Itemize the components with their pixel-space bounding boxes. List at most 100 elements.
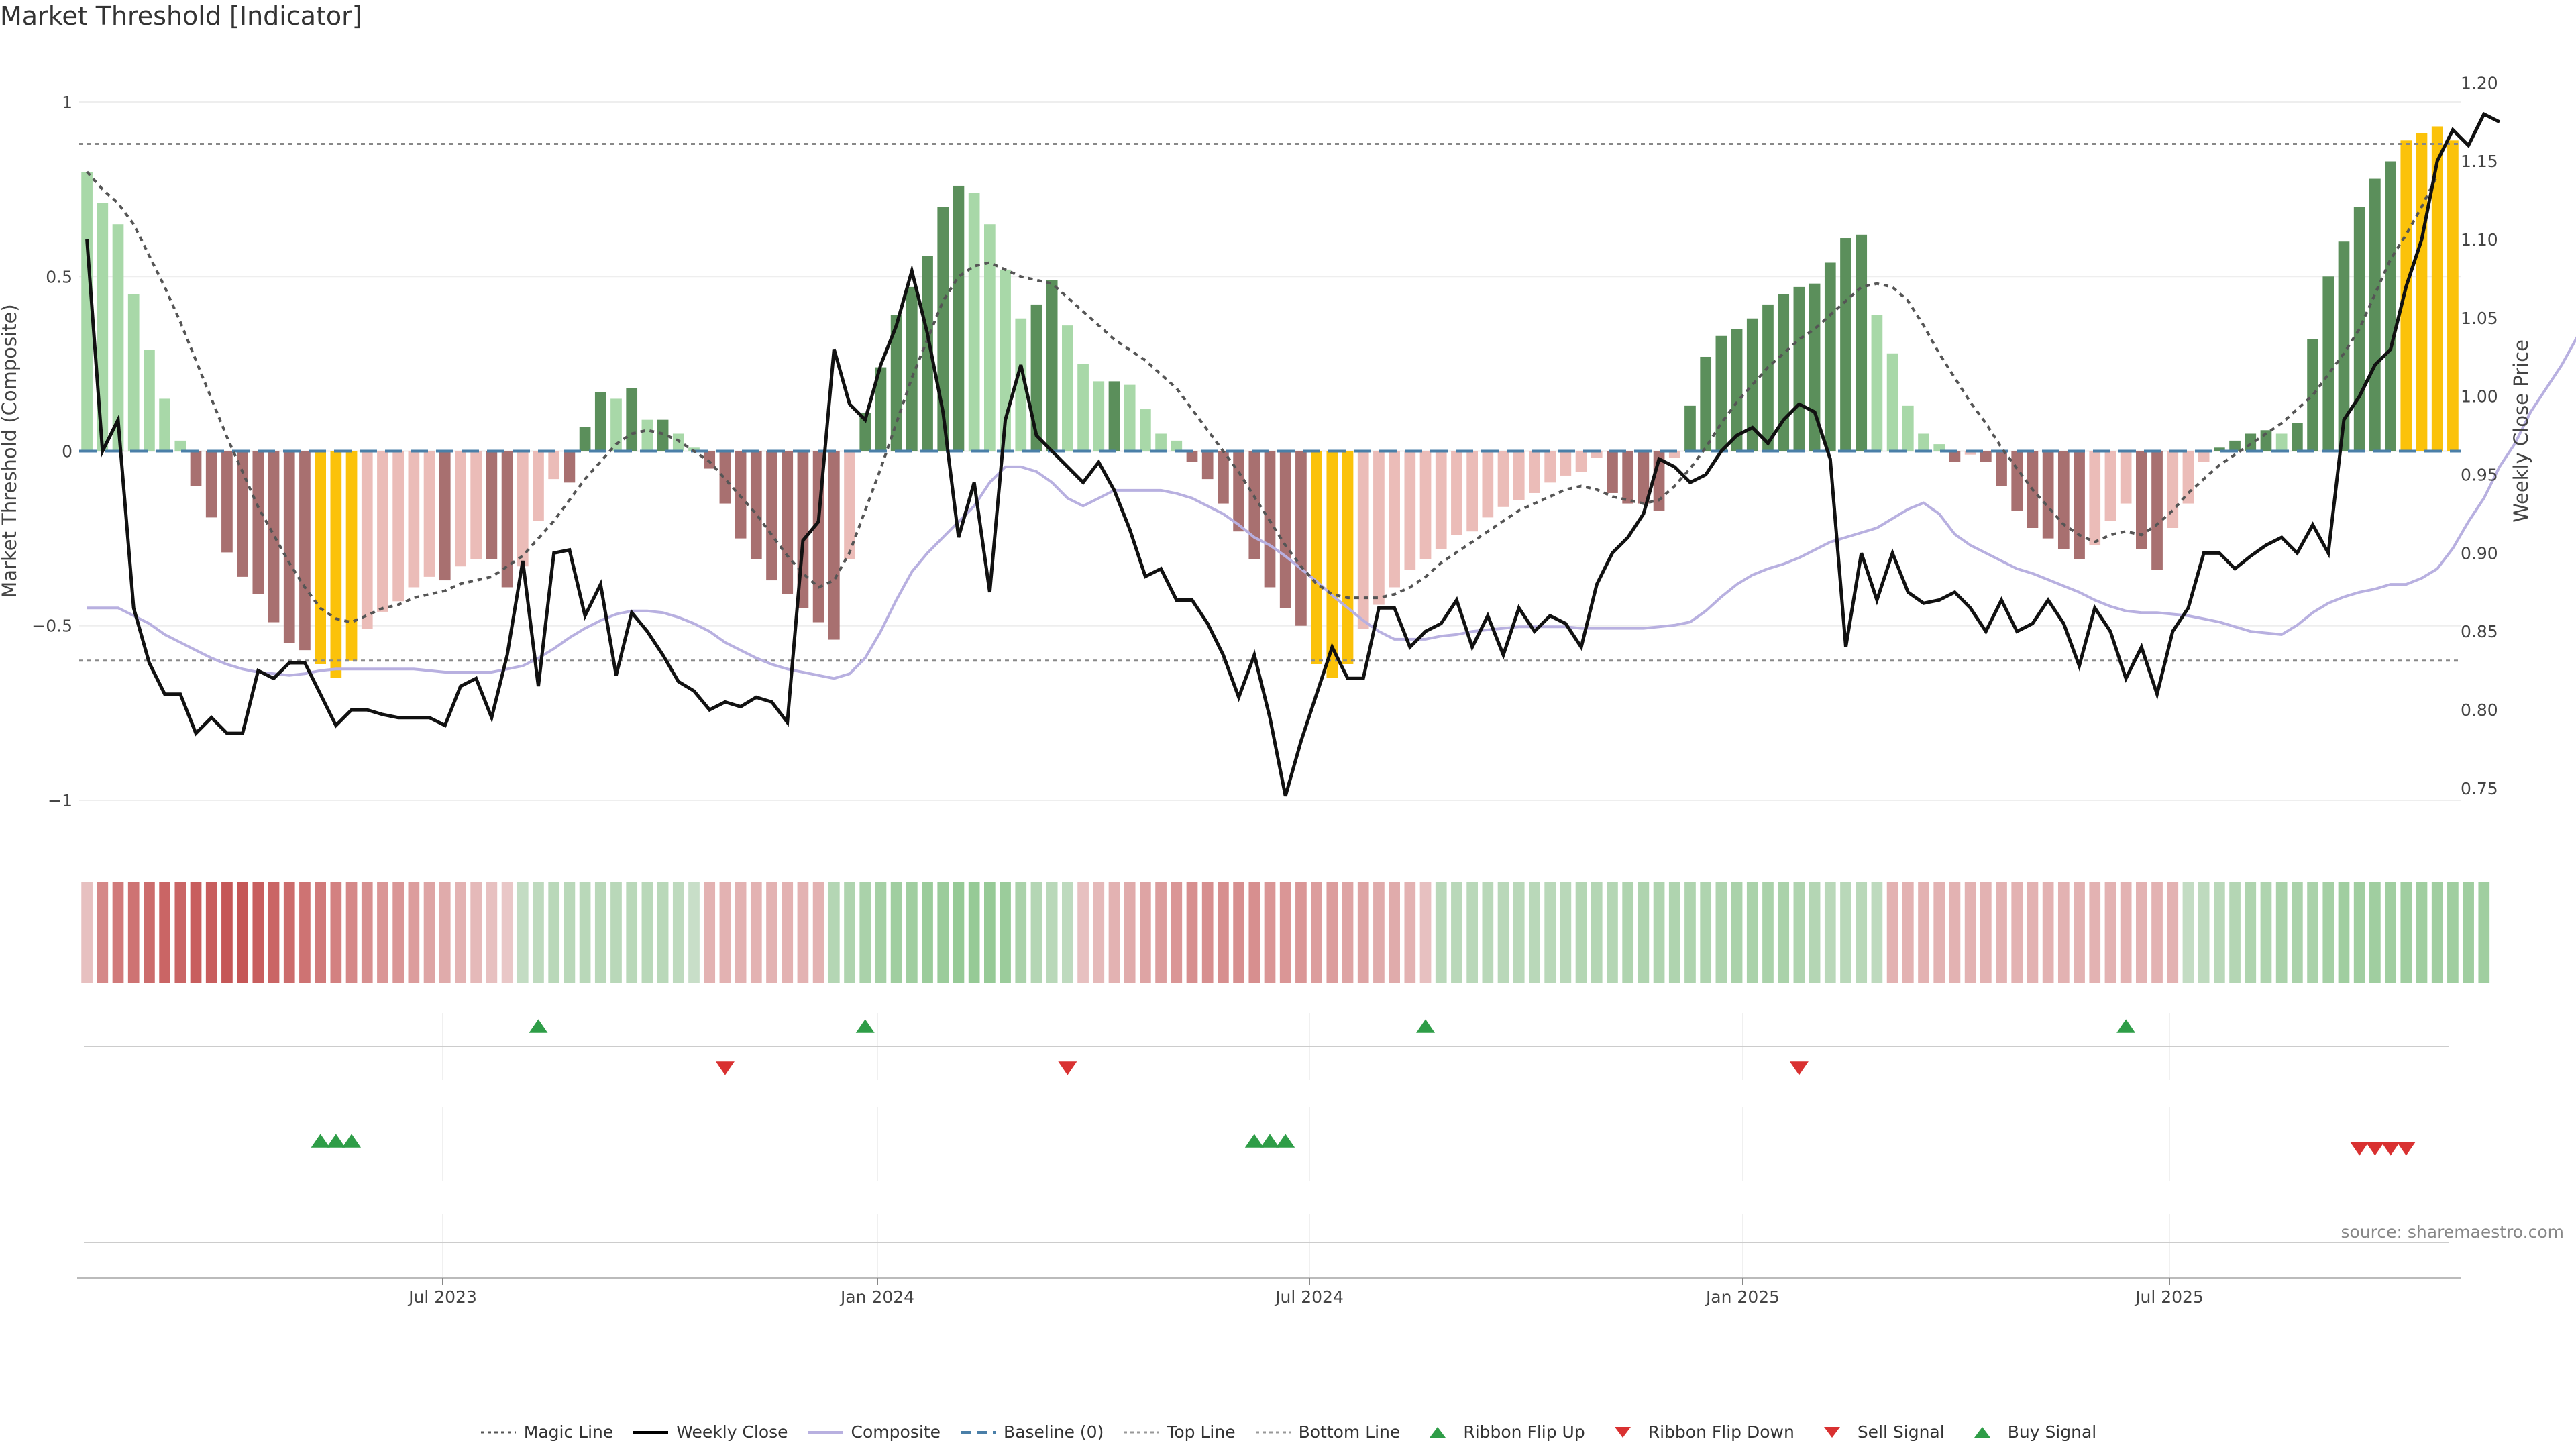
ribbon-cell [2151,882,2163,983]
ribbon-cell [1295,882,1307,983]
threshold-bar [2089,451,2101,546]
y-left-tick-label: −0.5 [32,616,72,636]
signal-markers [311,1019,2416,1156]
ribbon-cell [1918,882,1929,983]
ribbon-cell [688,882,700,983]
threshold-bar [2353,207,2365,451]
ribbon-cell [2120,882,2132,983]
threshold-bar [1248,451,1260,559]
ribbon-cell [1373,882,1385,983]
ribbon-cell [159,882,170,983]
threshold-bar [2182,451,2194,504]
ribbon-cell [392,882,405,983]
legend-item: Ribbon Flip Up [1419,1422,1585,1442]
threshold-bar [2307,339,2318,451]
threshold-bar [906,286,918,451]
ribbon-cell [1062,882,1073,983]
ribbon-cell [2260,882,2272,983]
threshold-bar [766,451,777,581]
threshold-bar [859,413,871,451]
threshold-bar [2135,451,2147,549]
series-lines [85,111,2576,797]
sell-signal-marker [2350,1142,2369,1156]
ribbon-cell [1840,882,1851,983]
threshold-bar [1311,451,1322,664]
ribbon-cell [1700,882,1712,983]
legend-label: Sell Signal [1857,1422,1945,1442]
threshold-bar [1186,451,1198,462]
ribbon-cell [1638,882,1650,983]
threshold-bar [2292,423,2303,451]
threshold-bar [984,224,996,451]
threshold-bar [1046,280,1058,451]
x-tick-label: Jan 2025 [1705,1287,1780,1307]
legend-swatch-icon [1823,1426,1840,1438]
ribbon-cell [1809,882,1821,983]
ribbon-cell [1684,882,1696,983]
threshold-bar [1140,409,1151,451]
ribbon-cell [470,882,482,983]
legend-item: Sell Signal [1813,1422,1945,1442]
ribbon-cell [112,882,124,983]
ribbon-cell [859,882,871,983]
ribbon-cell [797,882,809,983]
threshold-bar [533,451,544,521]
ribbon-cell [1544,882,1556,983]
threshold-bar [1093,381,1105,451]
threshold-bar [1918,433,1929,451]
legend-label: Weekly Close [676,1422,788,1442]
legend-swatch-icon [1255,1431,1291,1433]
threshold-bar [579,427,591,451]
threshold-bar [455,451,466,567]
y-right-tick-label: 0.85 [2461,622,2498,641]
ribbon-cell [330,882,342,983]
threshold-bar [626,388,638,451]
ribbon-cell [315,882,326,983]
ribbon-cell [890,882,902,983]
threshold-bar [1233,451,1244,532]
ribbon-cell [1996,882,2007,983]
legend-swatch-icon [960,1430,996,1434]
threshold-bar [408,451,420,588]
threshold-bar [2416,133,2428,451]
legend-swatch-icon [480,1431,516,1433]
ribbon-cell [1746,882,1758,983]
threshold-bar [968,193,980,451]
legend-swatch-icon [1430,1426,1446,1438]
ribbon-cell [2011,882,2023,983]
ribbon-cell [1778,882,1790,983]
ribbon-cell [968,882,980,983]
legend-label: Buy Signal [2007,1422,2097,1442]
ribbon-cell [1715,882,1727,983]
ribbon-cell [221,882,233,983]
threshold-bar [252,451,264,594]
ribbon-cell [2074,882,2085,983]
ribbon-cell [2478,882,2490,983]
legend-swatch-icon [1124,1431,1159,1433]
ribbon-cell [766,882,777,983]
ribbon-cell [2229,882,2241,983]
ribbon-cell [2198,882,2210,983]
threshold-bar [1762,304,1774,451]
threshold-bar [423,451,435,577]
grid-layer [79,101,2461,1278]
ribbon-cell [1964,882,1976,983]
ribbon-cell [1264,882,1276,983]
y-right-axis-label: Weekly Close Price [2510,339,2532,523]
ribbon-cell [1342,882,1354,983]
ribbon-cell [2027,882,2039,983]
legend-item: Ribbon Flip Down [1604,1422,1794,1442]
ribbon-cell [1000,882,1011,983]
threshold-bar [2151,451,2163,570]
legend-label: Composite [851,1422,941,1442]
threshold-bar [1404,451,1416,570]
ribbon-cell [1140,882,1151,983]
threshold-bar [330,451,342,678]
threshold-bar [1342,451,1354,664]
threshold-bar [97,203,109,451]
ribbon-cell [2416,882,2428,983]
threshold-bar [1778,294,1790,451]
ribbon-cell [2057,882,2070,983]
y-right-tick-label: 0.75 [2461,779,2498,798]
ribbon-cell [844,882,855,983]
